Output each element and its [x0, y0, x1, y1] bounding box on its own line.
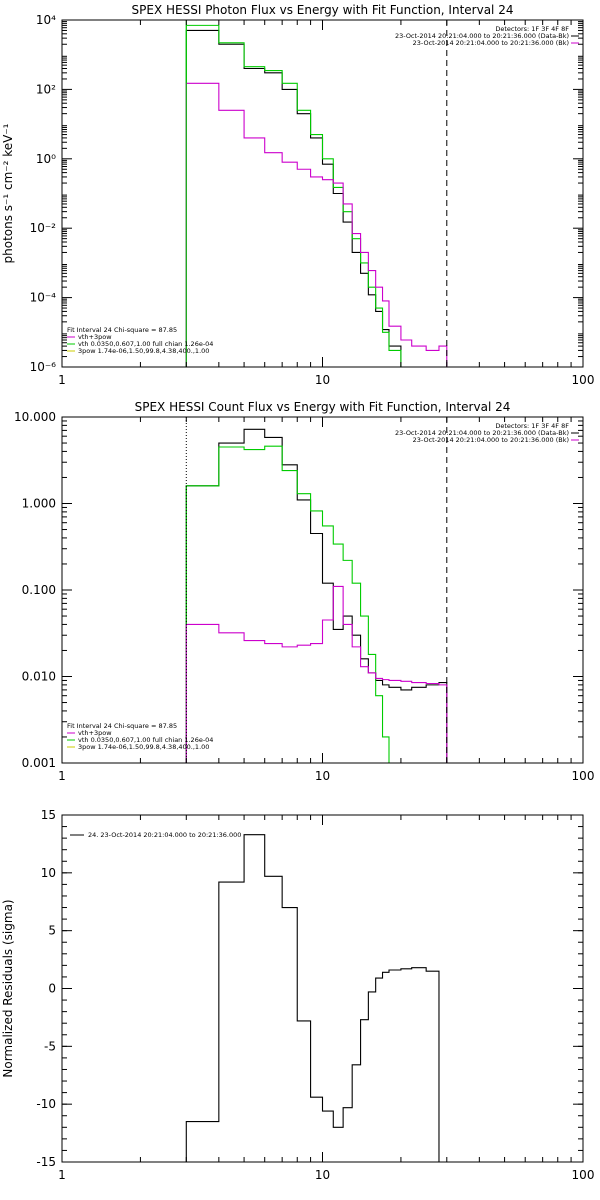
legend-top-entry: Detectors: 1F 3F 4F 8F — [495, 422, 569, 430]
panel-2: 1 10 100 0.001 0.010 0.100 1.000 10.000 SPEX HES… — [14, 400, 595, 783]
series-2-line — [185, 445, 402, 763]
series-1-line — [185, 29, 402, 367]
x-tick-label: 100 — [572, 373, 595, 387]
series-group — [185, 428, 448, 763]
y-axis-label: Normalized Residuals (sigma) — [1, 899, 15, 1077]
y-tick-label: 10.000 — [14, 410, 56, 424]
chart-title: SPEX HESSI Count Flux vs Energy with Fit… — [135, 400, 511, 414]
y-tick-label: 1.000 — [22, 497, 56, 511]
y-tick-label: 10⁻⁶ — [30, 360, 57, 374]
legend-bottom-entry: vth+3pow — [78, 729, 112, 737]
chart-title: SPEX HESSI Photon Flux vs Energy with Fi… — [132, 3, 514, 17]
x-tick-label: 1 — [58, 1168, 66, 1182]
x-tick-label: 10 — [315, 373, 330, 387]
panel-1: 1 10 100 10⁻⁶ 10⁻⁴ 10⁻² 10⁰ 10² 10⁴ SPEX HESSI Ph… — [1, 3, 595, 387]
legend-top-entry: 23-Oct-2014 20:21:04.000 to 20:21:36.000… — [395, 32, 569, 40]
series-1-line — [185, 428, 448, 763]
x-tick-label: 10 — [315, 1168, 330, 1182]
legend-bottom-entry: 3pow 1.74e-06,1.50,99.8,4.38,400.,1.00 — [78, 347, 209, 355]
y-tick-label: 0.100 — [22, 583, 56, 597]
series-group — [185, 834, 440, 1162]
series-3-line — [185, 82, 448, 367]
series-2-line — [185, 24, 427, 367]
legend-bottom-entry: 3pow 1.74e-06,1.50,99.8,4.38,400.,1.00 — [78, 743, 209, 751]
x-tick-label: 100 — [572, 769, 595, 783]
legend-entry: 24. 23-Oct-2014 20:21:04.000 to 20:21:36… — [88, 831, 241, 839]
legend-bottom-entry: Fit Interval 24 Chi-square = 87.85 — [67, 722, 177, 730]
x-tick-label: 100 — [572, 1168, 595, 1182]
legend-bottom-entry: vth 0.0350,0.607,1.00 full chian 1.26e-0… — [78, 736, 213, 744]
y-tick-label: 10² — [36, 82, 56, 96]
series-3-line — [185, 585, 448, 763]
series-group — [185, 24, 448, 367]
y-tick-label: 0 — [48, 982, 56, 996]
y-axis-label: photons s⁻¹ cm⁻² keV⁻¹ — [1, 123, 15, 263]
legend-top-entry: 23-Oct-2014 20:21:04.000 to 20:21:36.000… — [395, 429, 569, 437]
y-tick-label: 0.010 — [22, 670, 56, 684]
legend-bottom-entry: vth+3pow — [78, 333, 112, 341]
y-tick-label: 10⁻⁴ — [30, 291, 57, 305]
plot-frame — [61, 19, 584, 368]
x-tick-label: 1 — [58, 769, 66, 783]
legend-top-entry: Detectors: 1F 3F 4F 8F — [495, 25, 569, 33]
y-tick-label: 0.001 — [22, 756, 56, 770]
y-tick-label: -5 — [44, 1039, 56, 1053]
y-tick-label: -10 — [36, 1097, 56, 1111]
y-tick-label: 10⁴ — [36, 13, 56, 27]
x-tick-label: 1 — [58, 373, 66, 387]
legend-bottom-entry: Fit Interval 24 Chi-square = 87.85 — [67, 326, 177, 334]
y-tick-label: 15 — [41, 808, 56, 822]
y-tick-label: 10 — [41, 866, 56, 880]
plot-frame — [61, 416, 584, 764]
y-tick-label: -15 — [36, 1155, 56, 1169]
panel-3: 1 10 100 -15 -10 -5 0 5 10 15 Normalized Residuals… — [1, 808, 594, 1182]
legend-top-entry: 23-Oct-2014 20:21:04.000 to 20:21:36.000… — [413, 436, 569, 444]
x-tick-label: 10 — [315, 769, 330, 783]
y-tick-label: 10⁻² — [30, 221, 57, 235]
y-tick-label: 5 — [48, 924, 56, 938]
legend-bottom-entry: vth 0.0350,0.607,1.00 full chian 1.26e-0… — [78, 340, 213, 348]
legend-top-entry: 23-Oct-2014 20:21:04.000 to 20:21:36.000… — [413, 39, 569, 47]
y-tick-label: 10⁰ — [36, 152, 56, 166]
series-1-line — [185, 834, 440, 1162]
